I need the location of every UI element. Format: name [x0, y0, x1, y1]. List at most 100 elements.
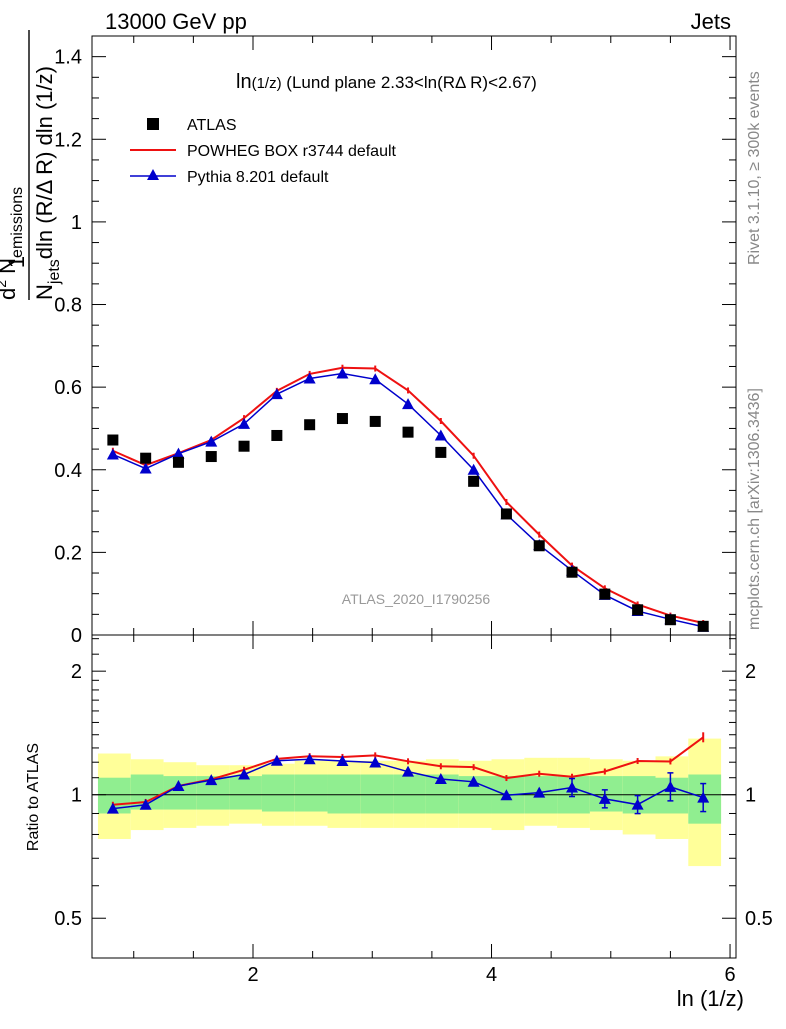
pythia-marker — [336, 367, 349, 379]
ratio-pythia-marker — [434, 773, 447, 785]
pythia-line — [112, 372, 704, 628]
ratio-pythia-marker — [303, 753, 316, 765]
ratio-pythia-marker — [238, 768, 251, 780]
ratio-pythia-marker — [500, 789, 513, 801]
ratio-pythia-marker — [566, 781, 579, 793]
band-inner-bin — [261, 774, 295, 812]
main-plot-data — [106, 364, 710, 632]
ratio-pythia-marker — [369, 756, 382, 768]
atlas-marker — [369, 415, 381, 427]
atlas-marker — [566, 566, 578, 578]
band-inner-bin — [229, 776, 262, 810]
ratio-pythia-marker — [533, 786, 546, 798]
legend-pythia-marker — [147, 169, 159, 180]
ratio-pythia-marker — [270, 754, 283, 766]
ratio-frame — [91, 634, 737, 959]
pythia-marker — [270, 388, 283, 400]
main-y-tick-label: 1 — [71, 212, 82, 234]
pythia-marker — [205, 435, 218, 447]
atlas-marker — [435, 446, 447, 458]
atlas-marker — [107, 434, 119, 446]
pythia-marker — [369, 373, 382, 385]
x-axis-label: ln (1/z) — [677, 986, 744, 1011]
ratio-pythia-marker — [139, 798, 152, 810]
atlas-marker — [205, 451, 217, 463]
band-inner-bin — [393, 774, 426, 814]
ratio-y-tick-label-right: 1 — [745, 785, 756, 807]
legend-atlas-marker — [147, 118, 159, 130]
atlas-marker — [632, 604, 644, 616]
legend-powheg-label: POWHEG BOX r3744 default — [187, 143, 397, 160]
legend-pythia-label: Pythia 8.201 default — [187, 169, 329, 186]
main-y-tick-labels: 0 0.2 0.4 0.6 0.8 1 1.2 1.4 — [54, 47, 82, 647]
ratio-pythia-marker — [336, 755, 349, 767]
band-inner-bin — [327, 774, 361, 814]
analysis-watermark: ATLAS_2020_I1790256 — [342, 591, 491, 607]
atlas-marker — [697, 620, 709, 632]
ratio-y-tick-label-right: 0.5 — [745, 908, 773, 930]
ratio-pythia-marker — [598, 792, 611, 804]
pythia-marker — [172, 447, 185, 459]
mcplots-label: mcplots.cern.ch [arXiv:1306.3436] — [746, 388, 763, 630]
ratio-pythia-marker — [697, 791, 710, 803]
rivet-label: Rivet 3.1.10, ≥ 300k events — [746, 71, 763, 265]
pythia-marker — [402, 398, 415, 410]
atlas-marker — [599, 588, 611, 600]
ylabel-denominator: Njetsdln (R/Δ R) dln (1/z) — [32, 66, 63, 300]
band-inner-bin — [360, 774, 394, 814]
atlas-marker — [304, 419, 316, 431]
band-inner-bin — [589, 776, 623, 812]
atlas-marker — [271, 429, 283, 441]
ylabel-one: 1 — [4, 256, 29, 268]
main-y-tick-label: 0.4 — [54, 460, 82, 482]
ratio-pythia-marker — [467, 775, 480, 787]
main-y-tick-label: 0.8 — [54, 295, 82, 317]
ratio-y-tick-label: 1 — [71, 785, 82, 807]
atlas-marker — [500, 508, 512, 520]
band-inner-bin — [163, 776, 197, 810]
ratio-y-tick-label: 2 — [71, 661, 82, 683]
band-inner-bin — [655, 777, 689, 814]
title-sub: (1/z) — [252, 75, 282, 92]
atlas-marker — [664, 614, 676, 626]
plot-title: ln(1/z) (Lund plane 2.33<ln(RΔ R)<2.67) — [236, 71, 537, 93]
x-tick-label: 2 — [247, 964, 258, 986]
atlas-marker — [336, 413, 348, 425]
legend: ATLAS POWHEG BOX r3744 default Pythia 8.… — [130, 117, 397, 186]
x-tick-labels: 2 4 6 — [247, 964, 735, 986]
pythia-marker — [238, 417, 251, 429]
atlas-marker — [402, 426, 414, 438]
atlas-marker — [468, 475, 480, 487]
ratio-pythia-marker — [172, 780, 185, 792]
ratio-pythia-marker — [106, 802, 119, 814]
ylabel-numerator: d2 Nemissions — [0, 187, 26, 300]
atlas-marker — [172, 456, 184, 468]
pythia-marker — [139, 462, 152, 474]
ratio-pythia-marker — [402, 765, 415, 777]
main-y-tick-label: 1.4 — [54, 47, 82, 69]
pythia-marker — [467, 463, 480, 475]
main-y-label: 1 d2 Nemissions Njetsdln (R/Δ R) dln (1/… — [0, 30, 63, 300]
ratio-y-tick-label: 0.5 — [54, 908, 82, 930]
title-main: ln — [236, 71, 252, 93]
legend-atlas-label: ATLAS — [187, 117, 237, 134]
main-y-tick-label: 0.6 — [54, 377, 82, 399]
band-inner-bin — [294, 774, 328, 812]
title-rest: (Lund plane 2.33<ln(RΔ R)<2.67) — [282, 73, 537, 92]
ratio-pythia-marker — [205, 774, 218, 786]
ratio-pythia-marker — [631, 798, 644, 810]
x-tick-label: 4 — [486, 964, 497, 986]
pythia-marker — [106, 448, 119, 460]
atlas-marker — [140, 452, 152, 464]
header-right: Jets — [691, 9, 731, 34]
main-y-tick-label: 0 — [71, 625, 82, 647]
ratio-plot-data — [106, 732, 710, 815]
atlas-marker — [238, 440, 250, 452]
axis-ticks — [92, 35, 736, 958]
ratio-pythia-marker — [664, 780, 677, 792]
x-tick-label: 6 — [724, 964, 735, 986]
main-y-tick-label: 1.2 — [54, 129, 82, 151]
atlas-marker — [533, 540, 545, 552]
